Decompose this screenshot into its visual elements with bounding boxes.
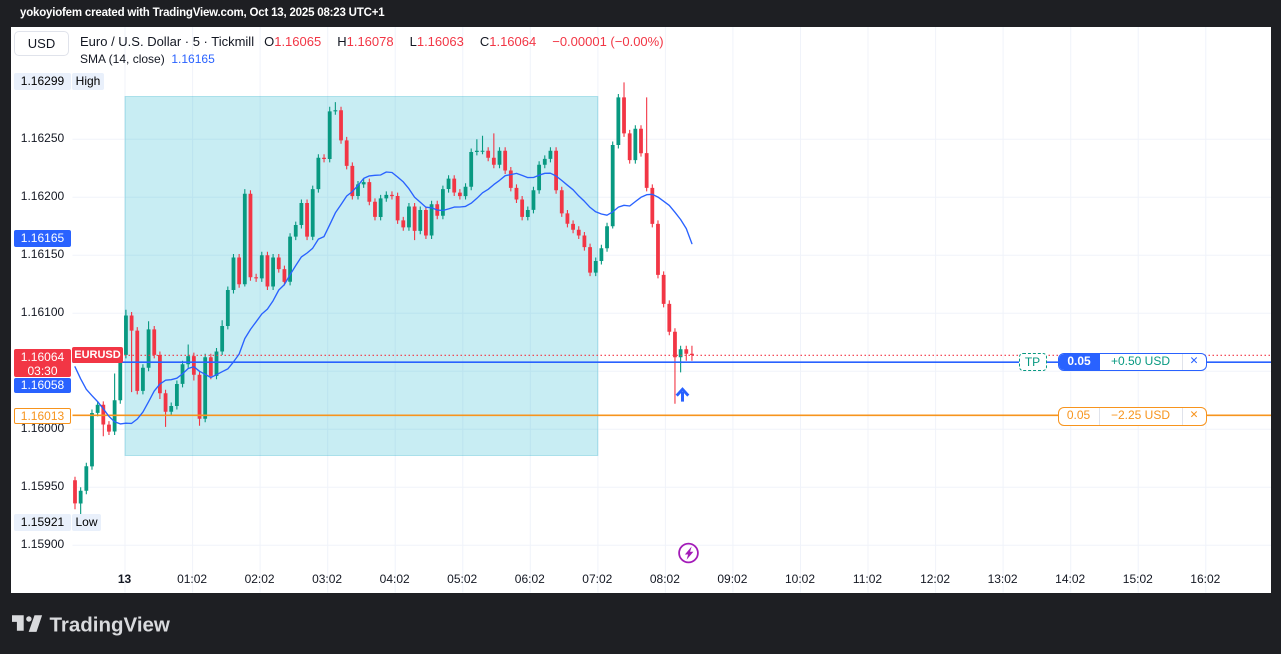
svg-text:TradingView: TradingView	[50, 613, 170, 636]
